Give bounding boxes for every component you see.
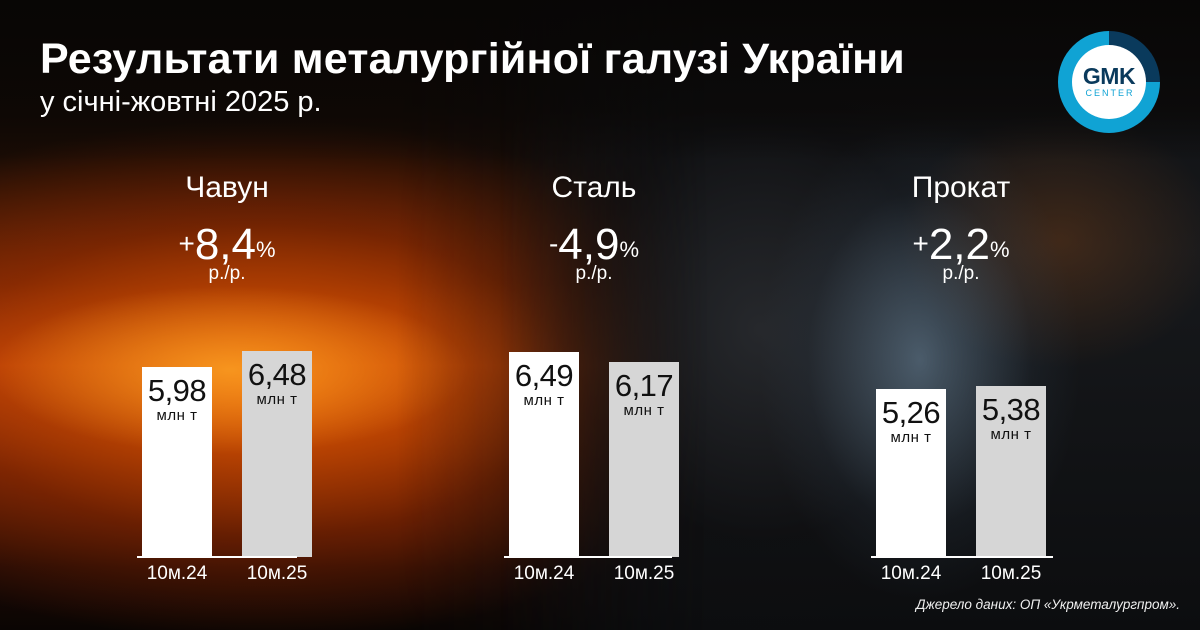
x-label: 10м.24 xyxy=(513,563,575,584)
bar-10m25: 5,38 млн т xyxy=(976,386,1046,557)
page-subtitle: у січні-жовтні 2025 р. xyxy=(40,86,322,118)
change-value: +2,2% xyxy=(841,220,1081,279)
header-shade xyxy=(0,0,1200,160)
group-title: Прокат xyxy=(911,171,1011,204)
chart-baseline xyxy=(504,556,672,558)
x-label: 10м.24 xyxy=(880,563,942,584)
bar-value: 5,38 xyxy=(981,392,1041,427)
chart-group-steel: Сталь -4,9% р./р. 6,49 млн т 6,17 млн т … xyxy=(474,0,714,630)
group-title: Сталь xyxy=(551,171,637,204)
bar-10m25: 6,48 млн т xyxy=(242,351,312,557)
bar-10m25: 6,17 млн т xyxy=(609,362,679,557)
logo-sub-text: CENTER xyxy=(1085,88,1135,98)
change-value: +8,4% xyxy=(107,220,347,279)
chart-baseline xyxy=(871,556,1053,558)
bar-unit: млн т xyxy=(623,402,665,419)
bar-value: 6,48 xyxy=(247,357,307,392)
change-percent: % xyxy=(255,237,276,262)
group-title: Чавун xyxy=(185,171,269,204)
logo-inner-circle: GMK CENTER xyxy=(1072,45,1146,119)
yoy-label: р./р. xyxy=(208,263,246,284)
bar-unit: млн т xyxy=(523,392,565,409)
bar-value: 6,17 xyxy=(614,368,674,403)
change-sign: - xyxy=(548,228,559,259)
bar-value: 6,49 xyxy=(514,358,574,393)
x-label: 10м.25 xyxy=(980,563,1042,584)
chart-group-pig-iron: Чавун +8,4% р./р. 5,98 млн т 6,48 млн т … xyxy=(107,0,347,630)
change-sign: + xyxy=(912,228,929,259)
change-number: 2,2 xyxy=(928,220,990,269)
yoy-label: р./р. xyxy=(942,263,980,284)
logo-main-text: GMK xyxy=(1082,63,1136,89)
yoy-label: р./р. xyxy=(575,263,613,284)
x-label: 10м.25 xyxy=(613,563,675,584)
page-title: Результати металургійної галузі України xyxy=(40,35,905,83)
change-percent: % xyxy=(619,237,640,262)
bar-value: 5,98 xyxy=(147,373,207,408)
x-label: 10м.24 xyxy=(146,563,208,584)
bar-10m24: 5,26 млн т xyxy=(876,389,946,557)
change-percent: % xyxy=(989,237,1010,262)
x-label: 10м.25 xyxy=(246,563,308,584)
bar-unit: млн т xyxy=(156,407,198,424)
bar-unit: млн т xyxy=(990,426,1032,443)
gmk-center-logo: GMK CENTER xyxy=(1058,31,1160,133)
bar-unit: млн т xyxy=(256,391,298,408)
bar-10m24: 6,49 млн т xyxy=(509,352,579,557)
change-number: 8,4 xyxy=(194,220,256,269)
change-number: 4,9 xyxy=(558,220,620,269)
bar-unit: млн т xyxy=(890,429,932,446)
change-value: -4,9% xyxy=(474,220,714,279)
chart-baseline xyxy=(137,556,297,558)
bar-10m24: 5,98 млн т xyxy=(142,367,212,557)
data-source-note: Джерело даних: ОП «Укрметалургпром». xyxy=(915,597,1180,612)
change-sign: + xyxy=(178,228,195,259)
bar-value: 5,26 xyxy=(881,395,941,430)
chart-group-rolled-products: Прокат +2,2% р./р. 5,26 млн т 5,38 млн т… xyxy=(841,0,1081,630)
